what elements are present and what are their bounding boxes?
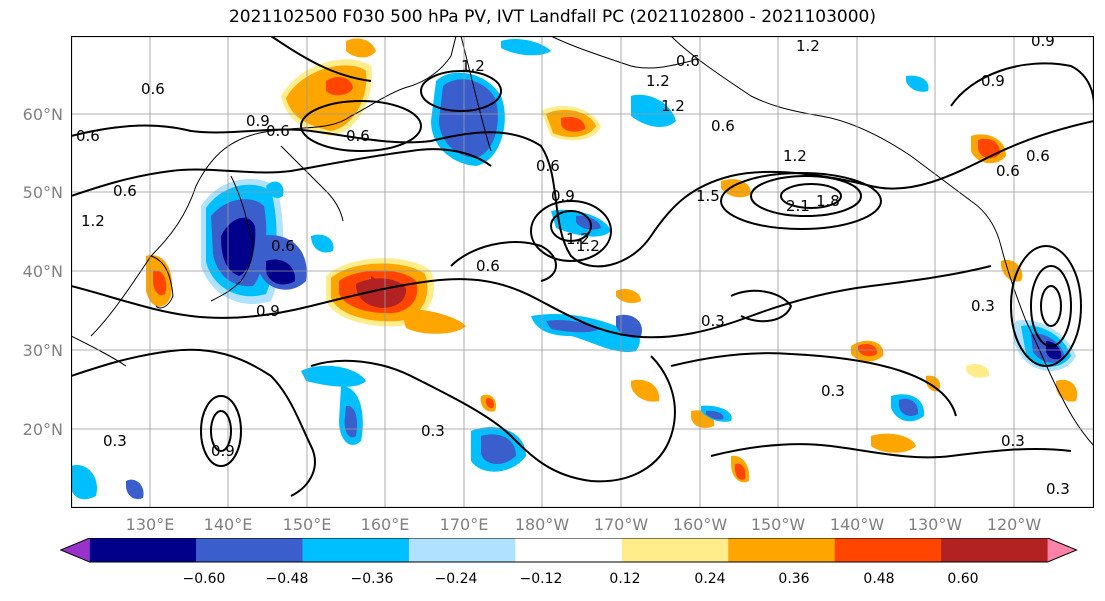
contour-label: 0.9 (246, 112, 270, 130)
contour-label: 0.9 (1031, 36, 1055, 50)
colorbar-cell (834, 538, 942, 562)
contour-label: 0.6 (113, 182, 137, 200)
contour-label: 0.3 (971, 297, 995, 315)
lon-label: 160°E (360, 515, 410, 534)
lon-label: 130°E (125, 515, 175, 534)
lon-label: 160°W (672, 515, 728, 534)
map-border (71, 36, 1094, 508)
map-title: 2021102500 F030 500 hPa PV, IVT Landfall… (228, 7, 876, 27)
contour-label: 0.6 (711, 117, 735, 135)
colorbar-extend-max (1047, 538, 1077, 562)
pv-shading (71, 38, 1078, 500)
lon-label: 150°W (750, 515, 806, 534)
colorbar-tick-label: 0.48 (863, 571, 895, 587)
colorbar-tick-label: 0.60 (947, 571, 979, 587)
colorbar-tick-label: 0.24 (694, 571, 726, 587)
colorbar-tick-label: −0.12 (519, 571, 563, 587)
contour-label: 0.6 (271, 237, 295, 255)
contour-label: 0.6 (76, 127, 100, 145)
contour-label: 1.2 (796, 37, 820, 55)
colorbar-tick-label: 0.36 (778, 571, 810, 587)
contour-label: 0.6 (476, 257, 500, 275)
lon-label: 150°E (282, 515, 332, 534)
contour-label: 0.6 (346, 127, 370, 145)
contour-label: 1.2 (576, 237, 600, 255)
colorbar-cell (408, 538, 516, 562)
lat-label: 50°N (22, 183, 63, 202)
contour-label: 0.9 (256, 302, 280, 320)
lat-label: 60°N (22, 105, 63, 124)
contour-label: 1.2 (646, 72, 670, 90)
contour-label: 1.2 (461, 57, 485, 75)
graticule (71, 36, 1094, 508)
colorbar-tick-label: −0.24 (434, 571, 478, 587)
colorbar-cell (515, 538, 623, 562)
contour-label: 0.6 (1026, 147, 1050, 165)
contour-label: 1.2 (783, 147, 807, 165)
contour-label: 1.2 (566, 230, 590, 248)
colorbar (60, 538, 1078, 563)
lon-label: 170°W (593, 515, 649, 534)
colorbar-cell (196, 538, 303, 562)
lon-label: 120°W (986, 515, 1042, 534)
colorbar-extend-min (60, 538, 90, 562)
contour-label: 0.6 (141, 80, 165, 98)
contour-labels: 0.6 0.6 0.6 0.6 1.2 1.2 1.2 0.6 0.9 0.6 … (76, 36, 1070, 498)
contour-label: 1.2 (81, 212, 105, 230)
lon-label: 140°E (203, 515, 253, 534)
contour-label: 0.9 (551, 187, 575, 205)
colorbar-cell (941, 538, 1049, 562)
map-panel: 0.6 0.6 0.6 0.6 1.2 1.2 1.2 0.6 0.9 0.6 … (71, 36, 1094, 508)
contour-label: 0.9 (981, 72, 1005, 90)
colorbar-tick-label: −0.60 (182, 571, 226, 587)
contour-label: 0.3 (1001, 432, 1025, 450)
contour-label: 2.1 (786, 197, 810, 215)
contour-label: 0.3 (821, 382, 845, 400)
lat-label: 30°N (22, 341, 63, 360)
lon-label: 140°W (829, 515, 885, 534)
colorbar-cell (728, 538, 836, 562)
colorbar-cell (89, 538, 197, 562)
colorbar-cell (302, 538, 410, 562)
contour-label: 0.3 (1046, 480, 1070, 498)
contour-label: 0.3 (421, 422, 445, 440)
lon-label: 180°W (514, 515, 570, 534)
contour-label: 0.6 (266, 122, 290, 140)
lon-label: 170°E (439, 515, 489, 534)
contour-label: 0.9 (211, 442, 235, 460)
contour-label: 0.3 (103, 432, 127, 450)
contour-label: 1.5 (696, 187, 720, 205)
colorbar-tick-label: 0.12 (609, 571, 641, 587)
colorbar-tick-label: −0.48 (265, 571, 309, 587)
colorbar-cells (60, 538, 1077, 562)
contour-label: 1.8 (816, 192, 840, 210)
lat-label: 20°N (22, 420, 63, 439)
contour-label: 0.6 (536, 157, 560, 175)
lat-label: 40°N (22, 262, 63, 281)
contour-label: 0.3 (701, 312, 725, 330)
coastlines (71, 36, 1094, 447)
colorbar-tick-label: −0.36 (350, 571, 394, 587)
ivt-contours (71, 36, 1094, 497)
colorbar-cell (621, 538, 729, 562)
contour-label: 1.2 (661, 97, 685, 115)
contour-label: 0.6 (676, 52, 700, 70)
colorbar-outline (60, 538, 1078, 563)
lon-label: 130°W (907, 515, 963, 534)
contour-label: 0.6 (996, 162, 1020, 180)
